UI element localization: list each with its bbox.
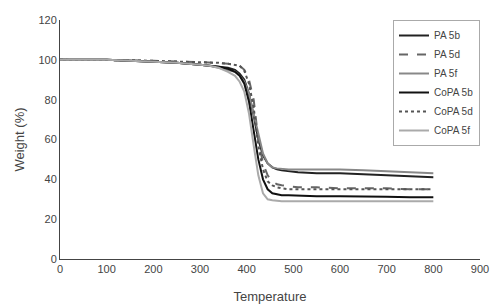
svg-text:700: 700 xyxy=(377,263,395,275)
svg-text:CoPA 5d: CoPA 5d xyxy=(434,106,473,117)
svg-text:Weight (%): Weight (%) xyxy=(12,107,27,171)
svg-text:300: 300 xyxy=(191,263,209,275)
svg-text:80: 80 xyxy=(45,94,57,106)
svg-text:100: 100 xyxy=(97,263,115,275)
svg-text:40: 40 xyxy=(45,173,57,185)
svg-text:120: 120 xyxy=(38,14,56,26)
svg-text:900: 900 xyxy=(471,263,489,275)
svg-text:Temperature: Temperature xyxy=(234,289,307,304)
svg-text:CoPA 5b: CoPA 5b xyxy=(434,87,473,98)
svg-text:PA 5d: PA 5d xyxy=(434,49,460,60)
svg-text:500: 500 xyxy=(284,263,302,275)
svg-text:0: 0 xyxy=(57,263,63,275)
svg-text:600: 600 xyxy=(331,263,349,275)
svg-text:60: 60 xyxy=(45,133,57,145)
svg-text:20: 20 xyxy=(45,213,57,225)
svg-text:800: 800 xyxy=(424,263,442,275)
svg-text:100: 100 xyxy=(38,54,56,66)
svg-text:PA 5f: PA 5f xyxy=(434,68,457,79)
svg-text:CoPA 5f: CoPA 5f xyxy=(434,125,470,136)
svg-text:400: 400 xyxy=(237,263,255,275)
svg-text:PA 5b: PA 5b xyxy=(434,30,460,41)
svg-text:0: 0 xyxy=(51,253,57,265)
svg-text:200: 200 xyxy=(144,263,162,275)
